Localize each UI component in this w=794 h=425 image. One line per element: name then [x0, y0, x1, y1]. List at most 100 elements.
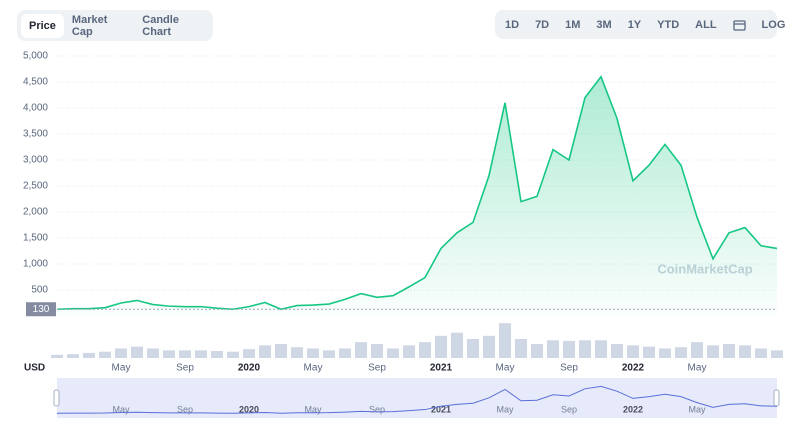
volume-bar [307, 348, 319, 358]
volume-bar [771, 350, 783, 358]
volume-bar [131, 346, 143, 358]
range-button[interactable]: YTD [657, 18, 680, 31]
volume-bar [451, 332, 463, 358]
volume-bar [195, 350, 207, 358]
volume-bar [403, 345, 415, 358]
log-button[interactable]: LOG [761, 18, 786, 31]
volume-bar [499, 323, 511, 358]
volume-bar [531, 344, 543, 358]
y-tick-label: 4,000 [23, 103, 48, 114]
navigator-label: Sep [561, 404, 577, 414]
y-tick-label: 1,000 [23, 259, 48, 270]
volume-bar [691, 342, 703, 358]
volume-bar [515, 339, 527, 358]
volume-bar [595, 340, 607, 358]
volume-bar [627, 345, 639, 358]
volume-bar [147, 348, 159, 358]
navigator-label: 2020 [239, 404, 259, 414]
volume-bar [275, 344, 287, 358]
calendar-icon [732, 19, 746, 31]
navigator [57, 378, 777, 418]
volume-bar [739, 345, 751, 358]
x-tick-label: May [112, 363, 131, 374]
navigator-label: May [112, 404, 130, 414]
volume-bar [227, 351, 239, 358]
navigator-label: Sep [177, 404, 193, 414]
volume-bar [179, 350, 191, 358]
volume-bar [355, 342, 367, 358]
tab[interactable]: Price [21, 13, 64, 38]
range-button[interactable]: 1M [565, 18, 581, 31]
navigator-label: May [688, 404, 706, 414]
y-tick-label: 5,000 [23, 51, 48, 62]
tab[interactable]: Candle Chart [142, 13, 179, 38]
watermark: CoinMarketCap [657, 261, 752, 276]
volume-bar [659, 348, 671, 358]
x-tick-label: May [496, 363, 515, 374]
price-area [57, 76, 777, 316]
navigator-handle[interactable] [53, 389, 60, 407]
x-tick-label: May [304, 363, 323, 374]
x-tick-label: 2022 [622, 363, 645, 374]
tab-bar: Price Market Cap Candle Chart [17, 10, 213, 41]
y-tick-label: 500 [31, 285, 48, 296]
volume-bar [483, 335, 495, 358]
x-tick-label: Sep [176, 363, 194, 374]
navigator-line [56, 385, 778, 414]
range-bar: 1D 7D 1M 3M 1Y YTD ALL LOG [495, 10, 785, 39]
volume-bar [291, 347, 303, 358]
price-line [56, 75, 778, 311]
y-tick-label: 3,000 [23, 155, 48, 166]
volume-bar [611, 344, 623, 358]
y-tick-label: 3,500 [23, 129, 48, 140]
volume-bar [675, 347, 687, 358]
volume-bar [467, 339, 479, 358]
volume-bar [387, 348, 399, 358]
x-tick-label: May [688, 363, 707, 374]
volume-bar [579, 340, 591, 358]
x-tick-label: 2021 [430, 363, 453, 374]
volume-bar [707, 345, 719, 358]
volume-bar [67, 354, 79, 358]
x-tick-label: 2020 [238, 363, 261, 374]
volume-bar [547, 340, 559, 358]
calendar-button[interactable] [725, 12, 754, 36]
volume-bar [163, 350, 175, 358]
range-button[interactable]: 1D [505, 18, 520, 31]
y-tick-label: 1,500 [23, 233, 48, 244]
navigator-label: May [304, 404, 322, 414]
volume-bar [243, 349, 255, 358]
volume-bar [435, 335, 447, 358]
volume-bar [339, 348, 351, 358]
navigator-label: Sep [369, 404, 385, 414]
tab[interactable]: Market Cap [71, 13, 108, 38]
volume-bar [259, 345, 271, 358]
volume-bar [211, 351, 223, 358]
volume-bar [643, 346, 655, 358]
y-tick-label: 2,500 [23, 181, 48, 192]
volume-bar [51, 354, 63, 358]
volume-bar [323, 350, 335, 358]
range-button[interactable]: 1Y [627, 18, 642, 31]
x-tick-label: Sep [560, 363, 578, 374]
volume-bar [115, 348, 127, 358]
volume-bar [723, 344, 735, 358]
volume-bar [99, 351, 111, 358]
navigator-label: 2021 [431, 404, 451, 414]
y-tick-label: 4,500 [23, 77, 48, 88]
y-tick-label: 2,000 [23, 207, 48, 218]
volume-bar [563, 340, 575, 358]
price-marker-label: 130 [33, 304, 50, 315]
range-button[interactable]: ALL [695, 18, 717, 31]
price-marker-box [26, 302, 56, 317]
x-tick-label: Sep [368, 363, 386, 374]
range-button[interactable]: 7D [535, 18, 550, 31]
range-button[interactable]: 3M [596, 18, 612, 31]
navigator-label: 2022 [623, 404, 643, 414]
navigator-handle[interactable] [773, 389, 780, 407]
navigator-label: May [496, 404, 514, 414]
volume-bar [371, 344, 383, 358]
volume-bar [83, 352, 95, 358]
